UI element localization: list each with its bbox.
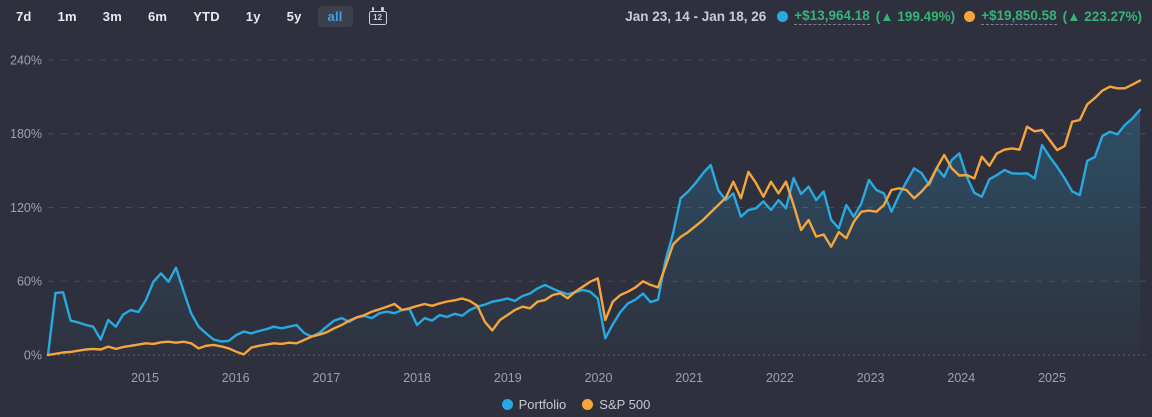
- custom-date-range-button[interactable]: 12: [365, 6, 391, 27]
- y-tick-label: 60%: [17, 275, 42, 289]
- x-tick-label: 2018: [403, 371, 431, 385]
- y-tick-label: 0%: [24, 348, 42, 362]
- date-range-label: Jan 23, 14 - Jan 18, 26: [625, 8, 767, 24]
- sp500-change-pct: (▲ 223.27%): [1062, 8, 1142, 24]
- legend-item-sp500[interactable]: S&P 500: [582, 397, 650, 412]
- performance-summary: Jan 23, 14 - Jan 18, 26 +$13,964.18 (▲ 1…: [625, 8, 1144, 25]
- x-tick-label: 2025: [1038, 371, 1066, 385]
- y-tick-label: 180%: [10, 127, 42, 141]
- sp500-change-value[interactable]: +$19,850.58: [981, 7, 1057, 25]
- sp500-line[interactable]: [46, 79, 1142, 357]
- sp500-legend-label: S&P 500: [599, 396, 651, 412]
- range-tab-6m[interactable]: 6m: [147, 8, 168, 24]
- x-tick-label: 2017: [312, 371, 340, 385]
- x-tick-label: 2019: [494, 371, 522, 385]
- x-tick-label: 2021: [675, 371, 703, 385]
- range-tab-ytd[interactable]: YTD: [193, 8, 220, 24]
- sp500-stat: +$19,850.58 (▲ 223.27%): [964, 8, 1142, 25]
- x-tick-label: 2016: [222, 371, 250, 385]
- legend-item-portfolio[interactable]: Portfolio: [501, 396, 567, 412]
- range-tab-3m[interactable]: 3m: [102, 8, 122, 24]
- portfolio-legend-label: Portfolio: [518, 396, 567, 412]
- time-range-selector: 7d 1m 3m 6m YTD 1y 5y all 12: [6, 5, 391, 27]
- x-tick-label: 2022: [766, 371, 794, 385]
- y-tick-label: 240%: [10, 53, 42, 67]
- range-tab-1y[interactable]: 1y: [245, 8, 261, 24]
- sp500-legend-dot-icon: [582, 398, 594, 410]
- toolbar: 7d 1m 3m 6m YTD 1y 5y all 12 Jan 23, 14 …: [0, 0, 1152, 32]
- x-tick-label: 2015: [131, 371, 159, 385]
- portfolio-area-fill: [48, 109, 1140, 355]
- range-tab-5y[interactable]: 5y: [286, 8, 302, 24]
- portfolio-legend-dot-icon: [501, 398, 513, 410]
- calendar-icon: 12: [368, 7, 387, 25]
- x-tick-label: 2020: [585, 371, 613, 385]
- range-tab-all[interactable]: all: [317, 5, 353, 27]
- portfolio-change-pct: (▲ 199.49%): [875, 8, 956, 24]
- x-tick-label: 2024: [947, 371, 975, 385]
- portfolio-change-value[interactable]: +$13,964.18: [794, 7, 870, 25]
- calendar-icon-number: 12: [373, 13, 383, 22]
- range-tab-1m[interactable]: 1m: [57, 8, 77, 24]
- portfolio-stat: +$13,964.18 (▲ 199.49%): [777, 8, 955, 25]
- x-tick-label: 2023: [857, 371, 885, 385]
- portfolio-line[interactable]: [46, 108, 1142, 357]
- range-tab-7d[interactable]: 7d: [16, 8, 32, 24]
- portfolio-dot-icon: [777, 10, 789, 22]
- chart-legend: Portfolio S&P 500: [0, 394, 1152, 414]
- sp500-dot-icon: [964, 10, 976, 22]
- y-tick-label: 120%: [10, 201, 42, 215]
